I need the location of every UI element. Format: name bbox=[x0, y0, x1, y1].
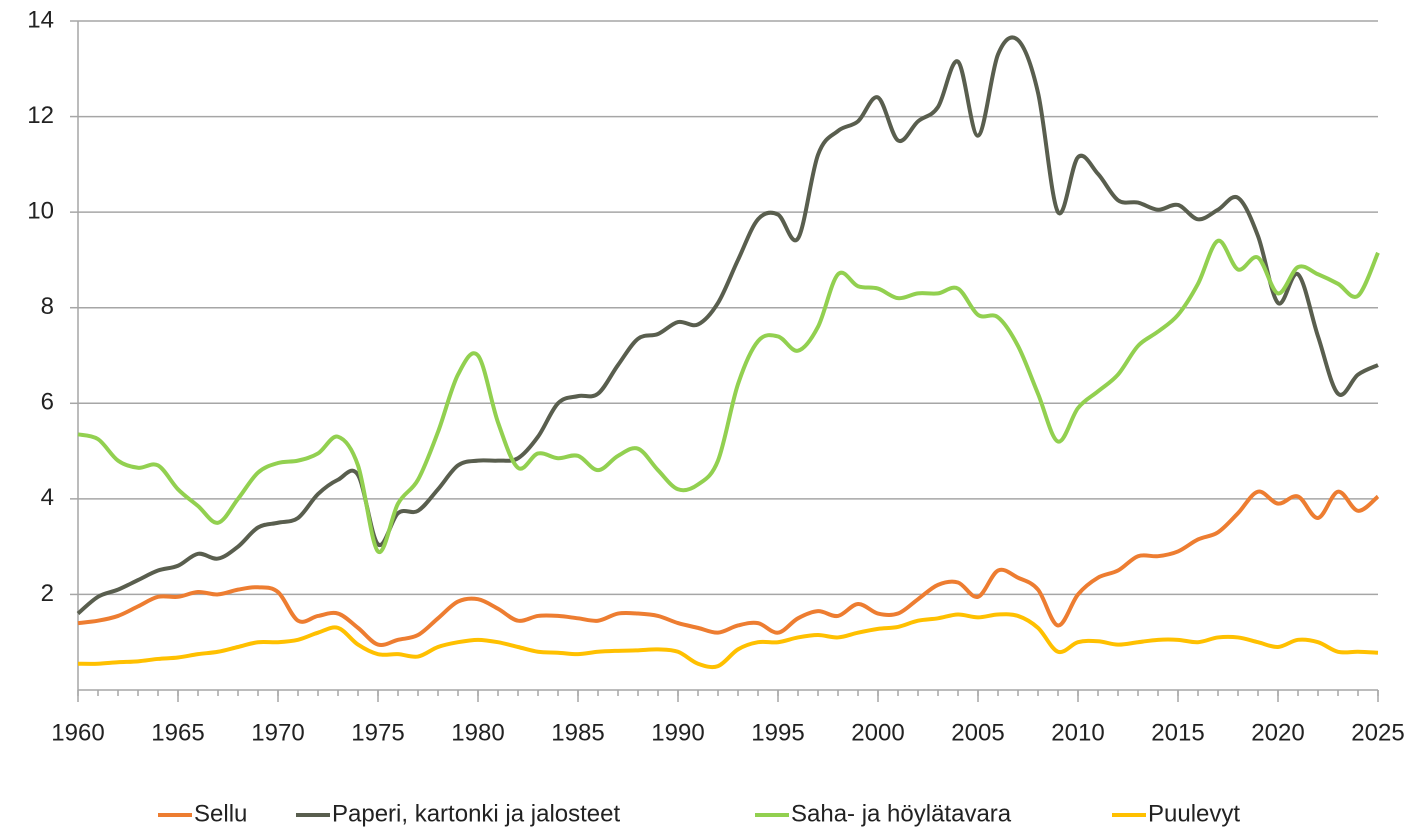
x-tick-label: 1995 bbox=[751, 719, 804, 746]
x-tick-label: 1975 bbox=[351, 719, 404, 746]
x-tick-label: 1990 bbox=[651, 719, 704, 746]
y-tick-label: 10 bbox=[27, 197, 54, 224]
y-tick-label: 6 bbox=[41, 389, 54, 416]
x-tick-label: 1985 bbox=[551, 719, 604, 746]
x-tick-label: 1965 bbox=[151, 719, 204, 746]
series-line bbox=[77, 238, 1380, 554]
x-tick-label: 2005 bbox=[951, 719, 1004, 746]
x-tick-label: 2000 bbox=[851, 719, 904, 746]
x-tick-label: 2020 bbox=[1251, 719, 1304, 746]
series-line bbox=[76, 35, 1379, 616]
y-tick-label: 14 bbox=[27, 6, 54, 33]
x-tick-label: 1960 bbox=[51, 719, 104, 746]
series-line bbox=[77, 489, 1380, 648]
series-line bbox=[77, 612, 1379, 670]
y-tick-label: 4 bbox=[41, 484, 54, 511]
legend-label: Puulevyt bbox=[1148, 800, 1240, 827]
legend-label: Paperi, kartonki ja jalosteet bbox=[332, 800, 620, 827]
x-tick-label: 2025 bbox=[1351, 719, 1404, 746]
y-tick-label: 12 bbox=[27, 102, 54, 129]
y-tick-label: 2 bbox=[41, 580, 54, 607]
legend-label: Sellu bbox=[194, 800, 247, 827]
x-tick-label: 2010 bbox=[1051, 719, 1104, 746]
legend-label: Saha- ja höylätavara bbox=[791, 800, 1012, 827]
x-tick-label: 1970 bbox=[251, 719, 304, 746]
x-tick-label: 1980 bbox=[451, 719, 504, 746]
x-tick-label: 2015 bbox=[1151, 719, 1204, 746]
y-tick-label: 8 bbox=[41, 293, 54, 320]
